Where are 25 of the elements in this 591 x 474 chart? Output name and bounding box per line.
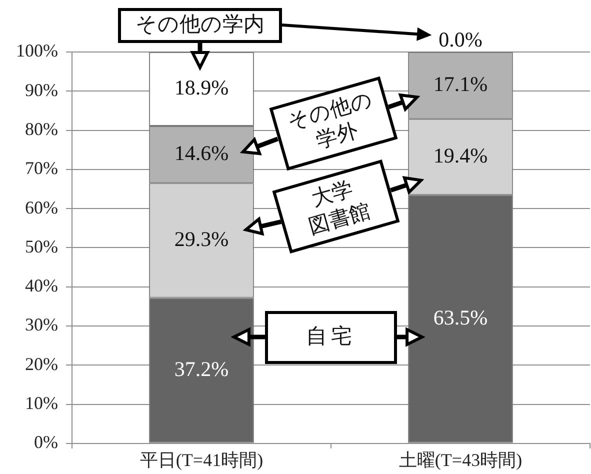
y-tick-label: 70% [24,158,58,178]
data-label: 37.2% [174,356,229,381]
text: 大学図書館 [304,175,374,239]
series-label: その他の学内 [136,12,264,38]
x-tick-label: 土曜(T=43時間) [398,450,522,470]
data-label: 63.5% [433,305,488,330]
y-tick-label: 60% [24,197,58,218]
y-tick-label: 30% [24,314,58,335]
y-tick-label: 90% [24,80,58,100]
data-label: 17.1% [433,72,488,96]
x-tick-label: 平日(T=41時間) [140,450,264,470]
label-box: 自宅 [265,310,397,364]
y-tick-label: 20% [24,354,58,374]
data-label: 14.6% [174,141,229,166]
label-box: その他の学内 [118,8,282,42]
data-label: 29.3% [174,226,229,251]
data-label: 0.0% [438,28,482,52]
y-tick-label: 40% [24,276,58,296]
y-tick-label: 50% [24,236,58,256]
y-tick-label: 10% [24,392,58,413]
data-label: 18.9% [174,76,229,100]
y-tick-label: 100% [16,40,58,61]
data-label: 19.4% [433,143,488,168]
y-tick-label: 0% [34,432,58,452]
y-tick-label: 80% [24,119,58,140]
